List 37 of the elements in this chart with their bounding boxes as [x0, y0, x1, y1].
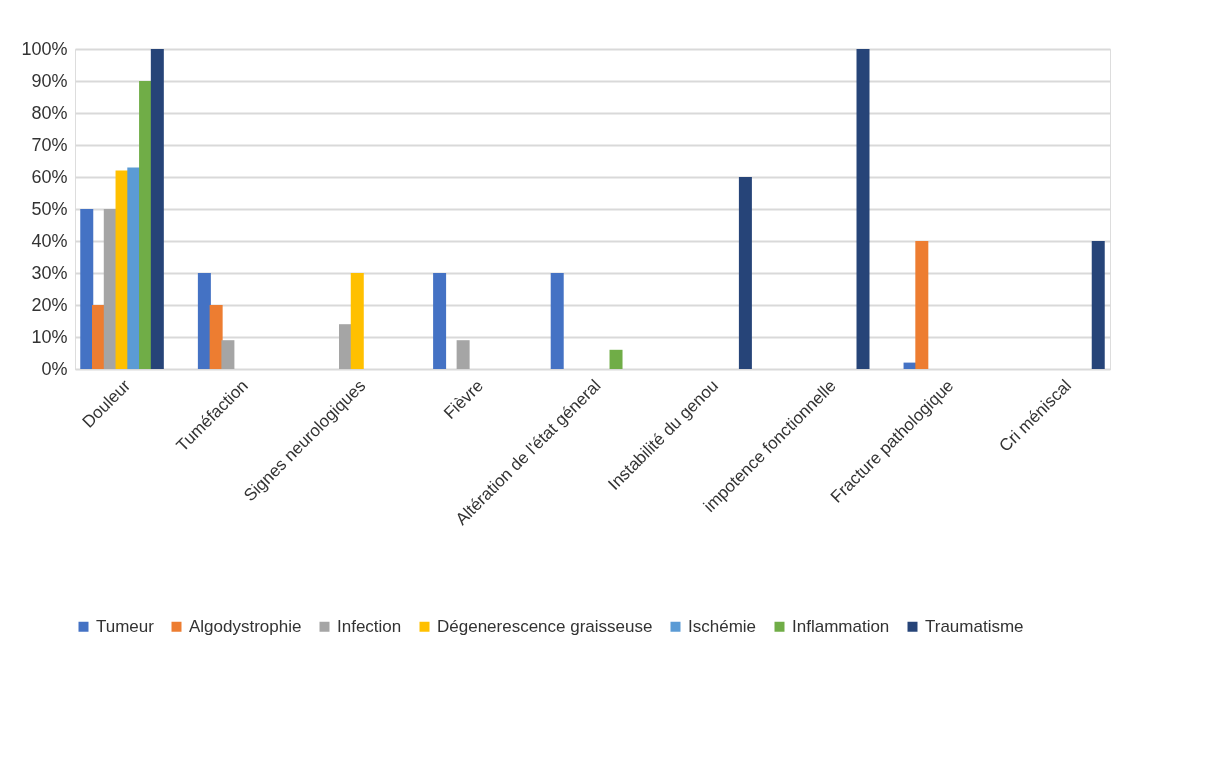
- bar: [915, 241, 929, 369]
- bar: [80, 209, 94, 369]
- bar: [127, 167, 141, 369]
- bar: [433, 273, 447, 369]
- bar: [221, 340, 235, 369]
- y-tick-label: 40%: [31, 230, 68, 251]
- y-tick-label: 30%: [31, 262, 68, 283]
- bar: [92, 305, 106, 369]
- y-tick-label: 50%: [31, 198, 68, 219]
- legend-label: Traumatisme: [925, 616, 1024, 636]
- legend-label: Algodystrophie: [189, 616, 302, 636]
- legend-label: Ischémie: [688, 616, 757, 636]
- y-tick-label: 60%: [31, 166, 68, 187]
- legend-label: Inflammation: [792, 616, 890, 636]
- y-tick-label: 0%: [41, 358, 68, 379]
- bar: [856, 49, 870, 369]
- legend-label: Tumeur: [96, 616, 155, 636]
- y-tick-label: 10%: [31, 326, 68, 347]
- bar: [738, 177, 752, 369]
- bar: [197, 273, 211, 369]
- y-tick-label: 100%: [21, 38, 68, 59]
- legend-label: Dégenerescence graisseuse: [437, 616, 653, 636]
- legend-label: Infection: [337, 616, 402, 636]
- bar: [550, 273, 564, 369]
- y-tick-label: 90%: [31, 70, 68, 91]
- bar: [350, 273, 364, 369]
- y-tick-label: 80%: [31, 102, 68, 123]
- bar: [209, 305, 223, 369]
- bar: [609, 349, 623, 369]
- y-tick-label: 70%: [31, 134, 68, 155]
- bar: [150, 49, 164, 369]
- y-tick-label: 20%: [31, 294, 68, 315]
- bar: [456, 340, 470, 369]
- bar: [139, 81, 153, 369]
- bar: [339, 324, 353, 369]
- bar: [103, 209, 117, 369]
- bar: [1091, 241, 1105, 369]
